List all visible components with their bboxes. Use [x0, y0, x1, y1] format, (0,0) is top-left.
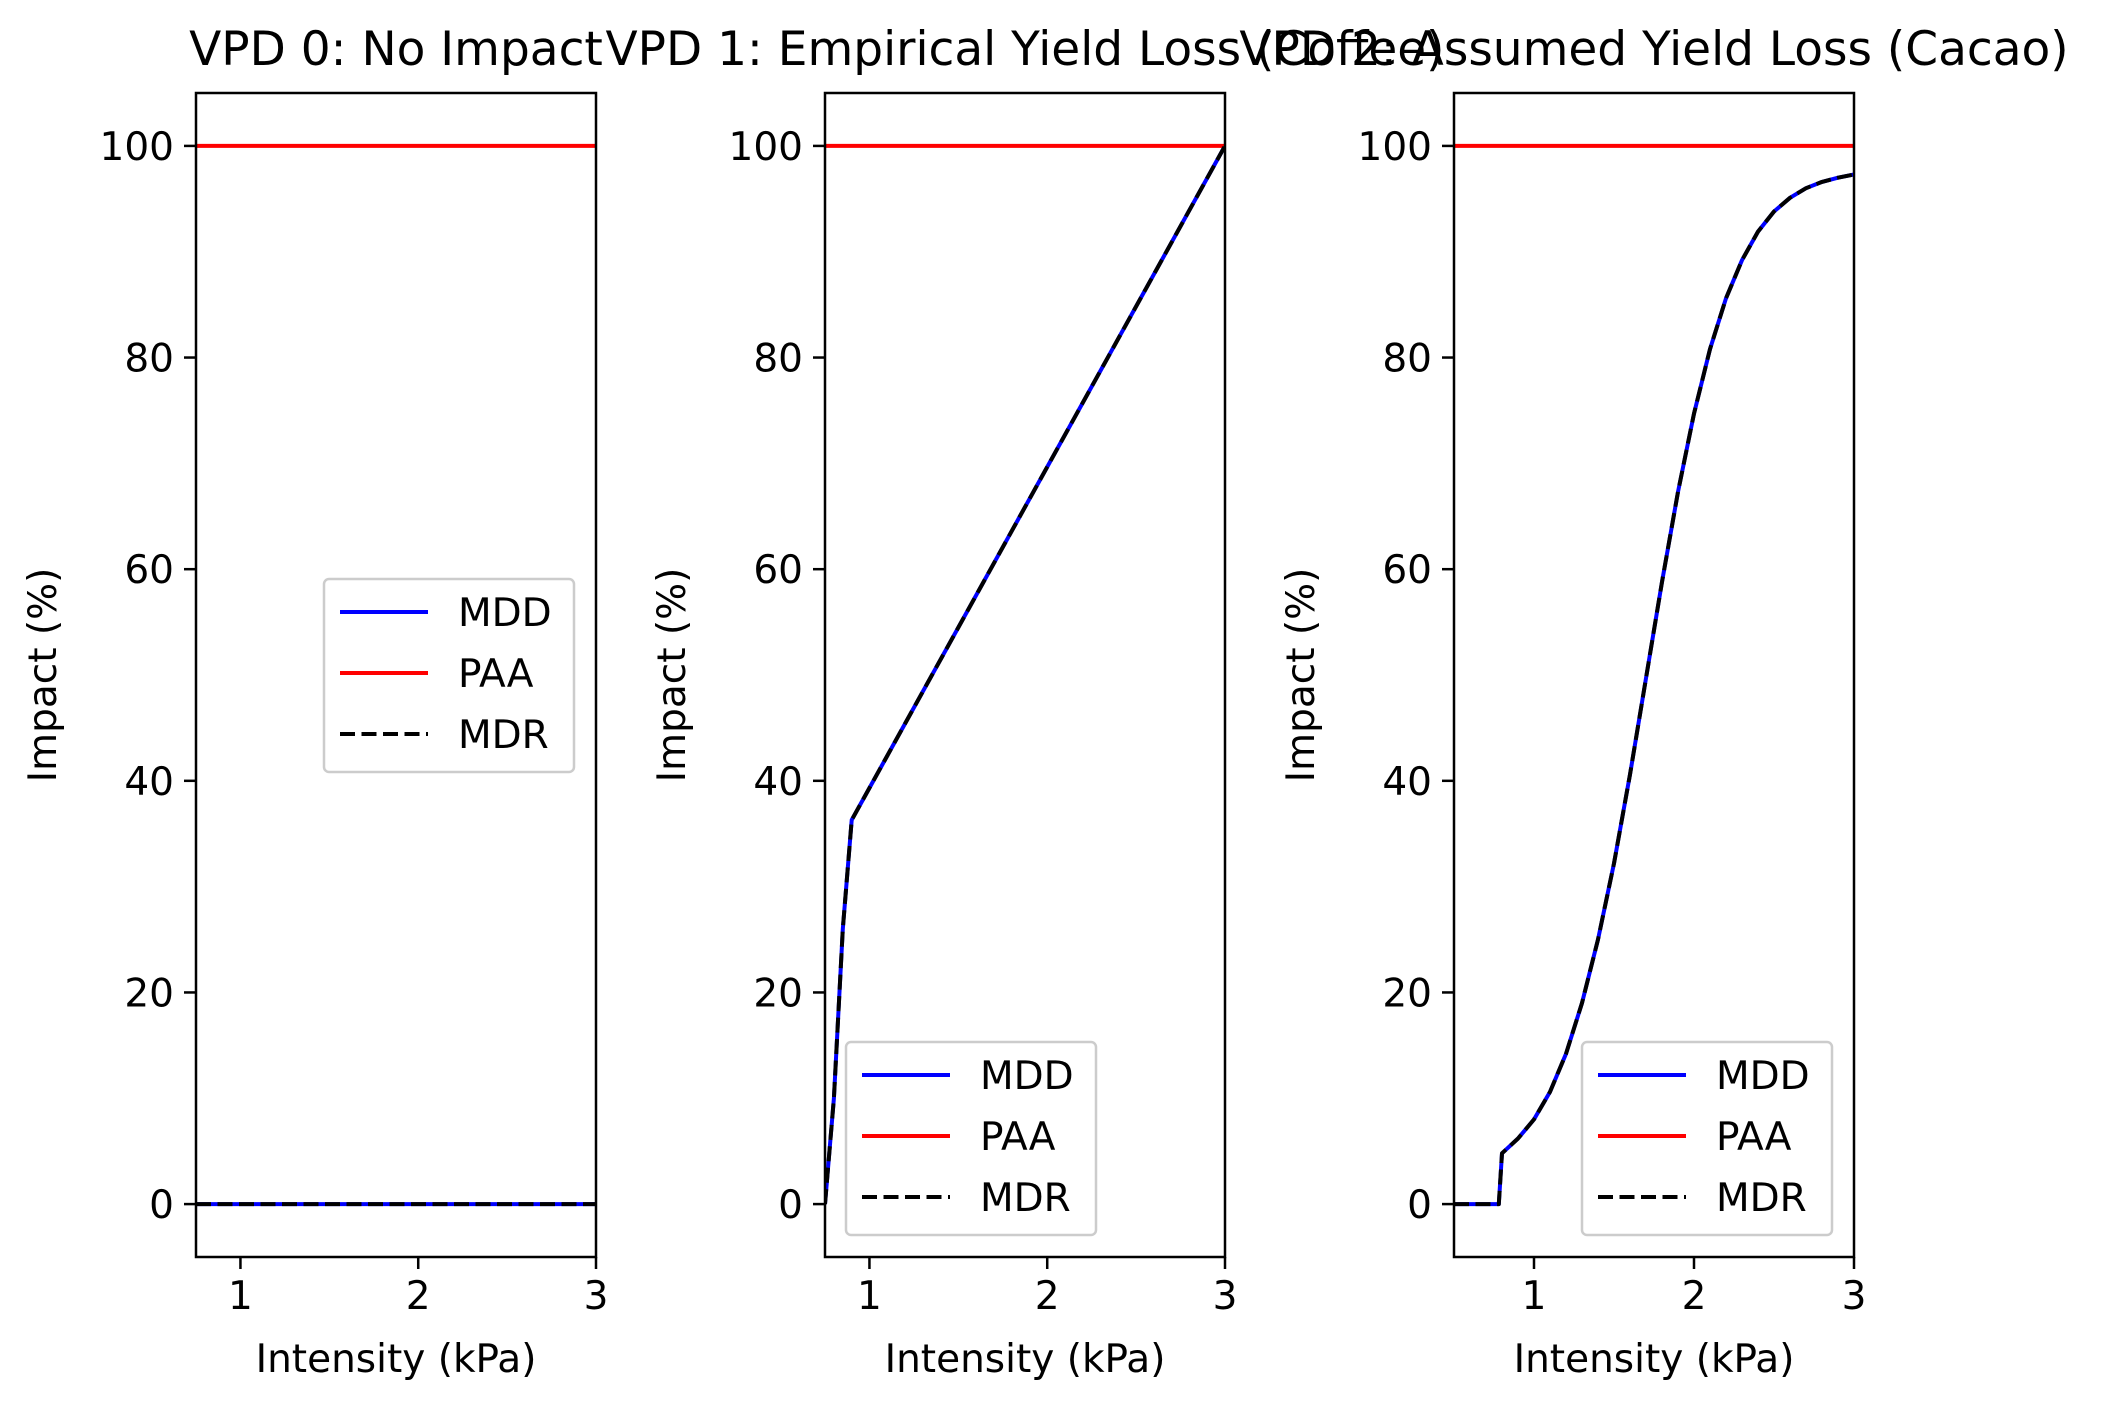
legend: MDD PAA MDR [1580, 1040, 1834, 1237]
x-tick-label: 1 [857, 1274, 882, 1319]
y-tick-label: 80 [1382, 337, 1432, 382]
x-tick-label: 1 [1522, 1274, 1547, 1319]
y-tick-label: 0 [778, 1183, 803, 1228]
x-tick-label: 3 [1213, 1274, 1238, 1319]
subplot-2: 1 2 3 0 20 40 60 80 100 Intensity (kPa) Impact (%)… [605, 22, 1444, 1382]
legend-label-paa: PAA [980, 1115, 1056, 1160]
y-tick-label: 60 [1382, 548, 1432, 593]
subplot-1: 1 2 3 0 20 40 60 80 100 Intensity (kPa) Impact (%)… [21, 22, 608, 1382]
y-tick-label: 40 [1382, 760, 1432, 805]
chart-title: VPD 2: Assumed Yield Loss (Cacao) [1239, 22, 2068, 77]
y-tick-label: 60 [753, 548, 803, 593]
x-axis-label: Intensity (kPa) [1514, 1337, 1795, 1382]
y-tick-label: 100 [729, 125, 803, 170]
chart-title: VPD 0: No Impact [189, 22, 603, 77]
y-axis-label: Impact (%) [1279, 568, 1324, 783]
chart-title: VPD 1: Empirical Yield Loss (Coffee) [605, 22, 1444, 77]
y-tick-label: 100 [100, 125, 174, 170]
y-tick-label: 0 [149, 1183, 174, 1228]
legend-box [844, 1040, 1098, 1237]
legend-box [322, 577, 576, 774]
axes-frame [1452, 91, 1856, 1259]
x-tick-label: 2 [1035, 1274, 1060, 1319]
legend: MDD PAA MDR [322, 577, 576, 774]
series-mdr-line [825, 144, 1225, 1205]
series-mdr-line [1454, 172, 1854, 1207]
y-tick-label: 60 [124, 548, 174, 593]
y-tick-label: 40 [753, 760, 803, 805]
x-axis-label: Intensity (kPa) [256, 1337, 537, 1382]
axes-frame [194, 91, 598, 1259]
axes-frame [823, 91, 1227, 1259]
legend-box [1580, 1040, 1834, 1237]
subplot-3: 1 2 3 0 20 40 60 80 100 Intensity (kPa) Impact (%)… [1239, 22, 2068, 1382]
legend-label-mdd: MDD [1716, 1054, 1810, 1099]
x-tick-label: 3 [1842, 1274, 1867, 1319]
legend: MDD PAA MDR [844, 1040, 1098, 1237]
y-tick-label: 20 [1382, 971, 1432, 1016]
y-tick-label: 20 [753, 971, 803, 1016]
x-tick-label: 2 [406, 1274, 431, 1319]
legend-label-paa: PAA [458, 652, 534, 697]
legend-label-mdd: MDD [980, 1054, 1074, 1099]
y-tick-label: 0 [1407, 1183, 1432, 1228]
legend-label-mdr: MDR [980, 1176, 1071, 1221]
legend-label-mdd: MDD [458, 591, 552, 636]
y-tick-label: 80 [753, 337, 803, 382]
y-tick-label: 20 [124, 971, 174, 1016]
x-tick-label: 1 [228, 1274, 253, 1319]
x-axis-label: Intensity (kPa) [885, 1337, 1166, 1382]
legend-label-mdr: MDR [1716, 1176, 1807, 1221]
x-tick-label: 2 [1682, 1274, 1707, 1319]
y-axis-label: Impact (%) [21, 568, 66, 783]
legend-label-paa: PAA [1716, 1115, 1792, 1160]
y-tick-label: 80 [124, 337, 174, 382]
y-tick-label: 100 [1358, 125, 1432, 170]
legend-label-mdr: MDR [458, 713, 549, 758]
y-axis-label: Impact (%) [650, 568, 695, 783]
y-tick-label: 40 [124, 760, 174, 805]
x-tick-label: 3 [584, 1274, 609, 1319]
